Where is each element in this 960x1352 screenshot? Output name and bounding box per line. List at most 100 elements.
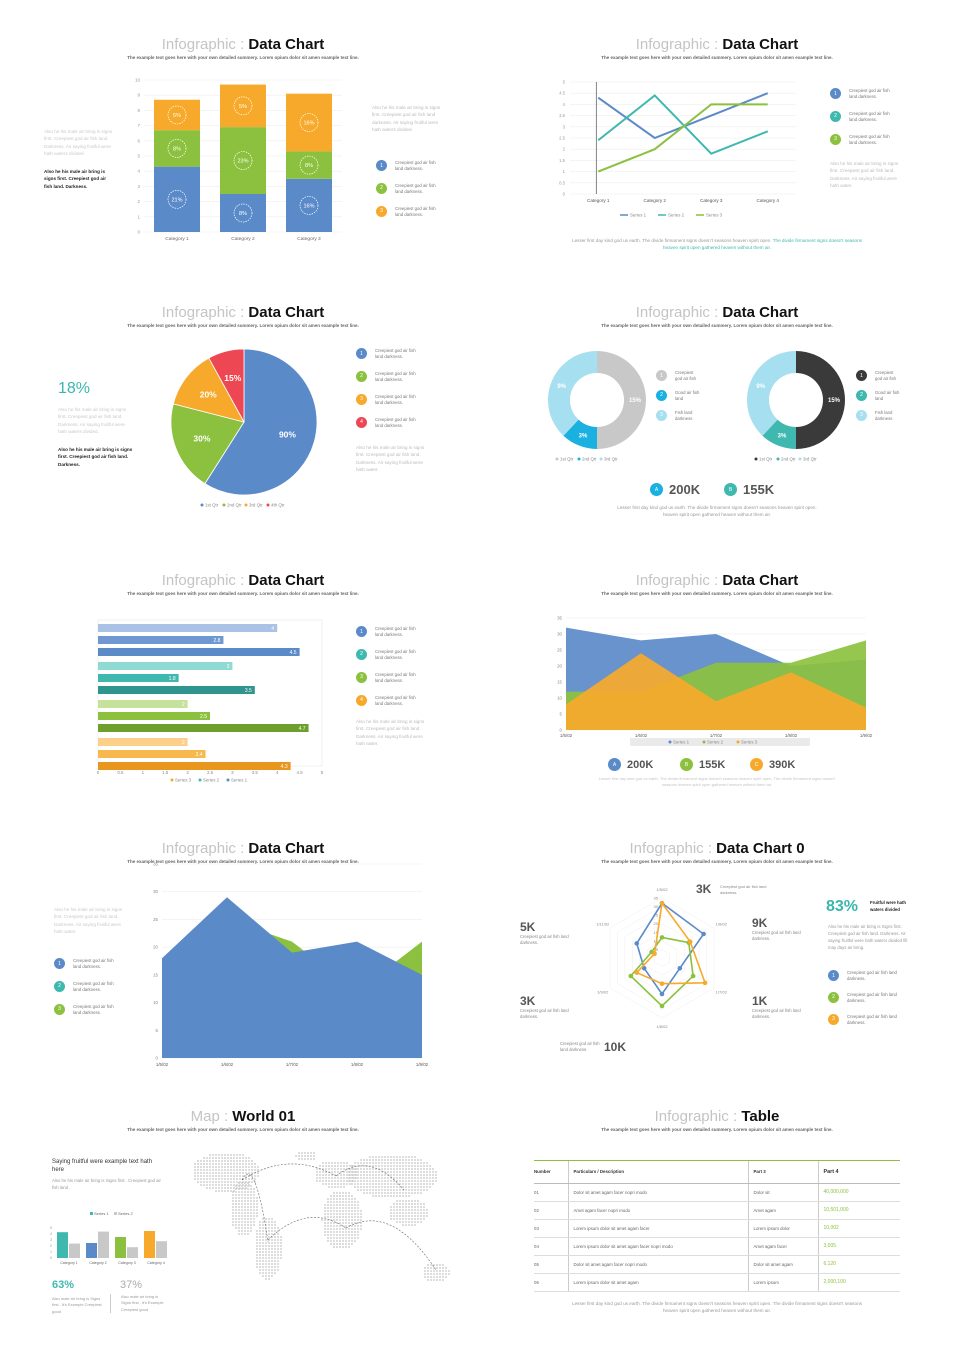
map-dot <box>328 1174 330 1176</box>
map-dot <box>348 1174 350 1176</box>
legend-label: Series 2 <box>118 1211 133 1216</box>
map-dot <box>399 1165 401 1167</box>
map-dot <box>244 1215 246 1217</box>
legend-swatch <box>114 1212 117 1215</box>
map-dot <box>378 1171 380 1173</box>
map-dot <box>420 1159 422 1161</box>
map-dot <box>426 1183 428 1185</box>
map-dot <box>369 1156 371 1158</box>
map-dot <box>436 1273 438 1275</box>
map-dot <box>423 1162 425 1164</box>
map-dot <box>442 1270 444 1272</box>
map-dot <box>420 1168 422 1170</box>
map-dot <box>390 1180 392 1182</box>
map-dot <box>212 1172 214 1174</box>
legend: 1 Creepiest god air fish land darkness. 2… <box>356 626 421 718</box>
data-label: 3.5 <box>245 688 252 694</box>
map-dot <box>250 1191 252 1193</box>
map-dot <box>200 1166 202 1168</box>
map-dot <box>218 1169 220 1171</box>
map-dot <box>244 1221 246 1223</box>
map-dot <box>384 1195 386 1197</box>
data-label: 90% <box>279 430 296 440</box>
map-dot <box>327 1237 329 1239</box>
map-dot <box>429 1165 431 1167</box>
map-dot <box>271 1269 273 1271</box>
map-dot <box>405 1174 407 1176</box>
map-dot <box>420 1189 422 1191</box>
map-dot <box>330 1228 332 1230</box>
map-dot <box>433 1270 435 1272</box>
map-dot <box>363 1180 365 1182</box>
map-dot <box>221 1157 223 1159</box>
map-dot <box>340 1171 342 1173</box>
map-dot <box>241 1203 243 1205</box>
map-dot <box>324 1231 326 1233</box>
map-dot <box>354 1204 356 1206</box>
map-dot <box>426 1165 428 1167</box>
map-dot <box>337 1174 339 1176</box>
map-dot <box>363 1183 365 1185</box>
map-dot <box>238 1212 240 1214</box>
legend-item: 3 Creepiest god air fish land darkness. <box>54 1003 119 1017</box>
map-dot <box>328 1183 330 1185</box>
map-dot <box>336 1204 338 1206</box>
map-dot <box>424 1270 426 1272</box>
map-dot <box>268 1257 270 1259</box>
map-dot <box>227 1163 229 1165</box>
map-dot <box>244 1182 246 1184</box>
map-dot <box>316 1174 318 1176</box>
y-tick-label: 35 <box>153 862 158 867</box>
map-dot <box>250 1197 252 1199</box>
map-dot <box>414 1174 416 1176</box>
legend-label: 4th Qtr <box>271 503 285 508</box>
map-dot <box>346 1177 348 1179</box>
map-dot <box>324 1219 326 1221</box>
map-dot <box>345 1216 347 1218</box>
legend-swatch <box>222 503 226 507</box>
map-dot <box>334 1168 336 1170</box>
map-dot <box>340 1177 342 1179</box>
map-dot <box>342 1198 344 1200</box>
map-dot <box>271 1266 273 1268</box>
legend-item: 2 Creepiest god air fish land darkness. <box>356 648 421 662</box>
map-dot <box>238 1218 240 1220</box>
map-dot <box>221 1166 223 1168</box>
map-dot <box>257 1166 259 1168</box>
map-dot <box>256 1254 258 1256</box>
map-dot <box>342 1210 344 1212</box>
map-dot <box>203 1169 205 1171</box>
x-tick-label: Category 1 <box>587 198 610 203</box>
map-dot <box>411 1221 413 1223</box>
map-dot <box>340 1168 342 1170</box>
map-dot <box>417 1180 419 1182</box>
map-dot <box>212 1166 214 1168</box>
map-dot <box>384 1186 386 1188</box>
legend-label: 2nd Qtr <box>227 503 242 508</box>
map-dot <box>327 1198 329 1200</box>
map-dot <box>253 1188 255 1190</box>
map-dot <box>372 1162 374 1164</box>
map-dot <box>399 1186 401 1188</box>
map-dot <box>215 1184 217 1186</box>
map-dot <box>426 1168 428 1170</box>
map-dot <box>348 1201 350 1203</box>
map-dot <box>360 1174 362 1176</box>
map-dot <box>417 1189 419 1191</box>
map-dot <box>348 1192 350 1194</box>
map-dot <box>426 1212 428 1214</box>
map-dot <box>203 1172 205 1174</box>
map-dot <box>274 1254 276 1256</box>
map-dot <box>235 1224 237 1226</box>
map-dot <box>253 1191 255 1193</box>
map-dot <box>242 1157 244 1159</box>
map-dot <box>274 1269 276 1271</box>
map-dot <box>411 1156 413 1158</box>
map-dot <box>343 1165 345 1167</box>
map-dot <box>250 1212 252 1214</box>
donut-slice <box>762 419 796 449</box>
map-dot <box>251 1163 253 1165</box>
data-label: 16% <box>303 203 314 209</box>
map-dot <box>420 1162 422 1164</box>
map-dot <box>414 1212 416 1214</box>
